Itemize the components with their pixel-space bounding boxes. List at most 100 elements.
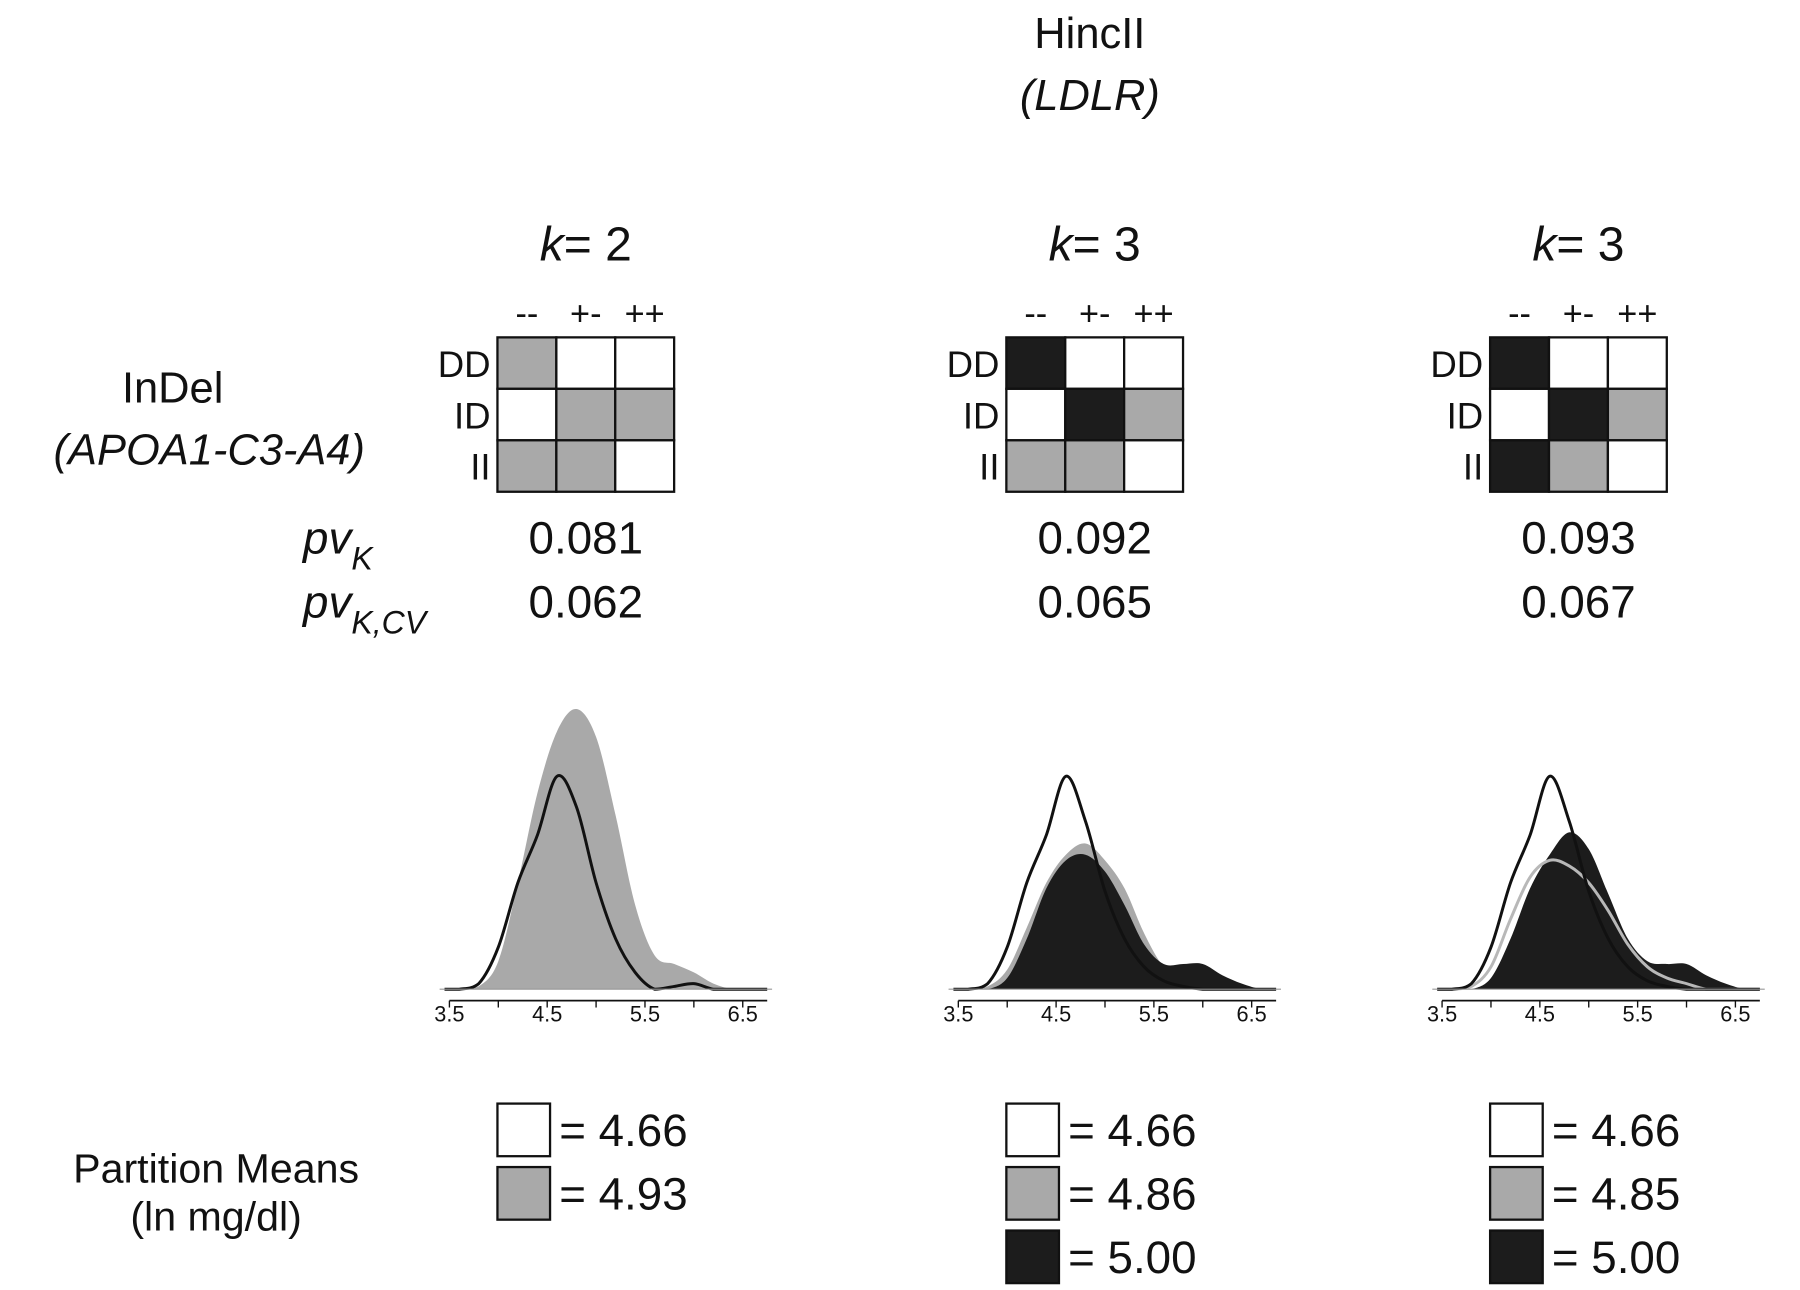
header-subtitle: (LDLR) <box>1020 72 1160 120</box>
grid-cell-II-2 <box>1606 439 1668 493</box>
grid-cell-DD-0 <box>1488 336 1551 390</box>
grid-cell-DD-0 <box>1005 336 1067 390</box>
x-tick-label: 3.5 <box>434 1001 464 1026</box>
legend-swatch-white <box>1005 1102 1061 1158</box>
legend-label: = 4.66 <box>1552 1105 1680 1156</box>
row-factor-title: InDel <box>122 365 223 413</box>
x-tick-label: 4.5 <box>532 1001 562 1026</box>
panel-2: k= 3-- +- ++ DD ID II 0.092 0.065 3.5 4.5 5.5 6.5 = … <box>943 219 1281 1285</box>
panel-3: k= 3-- +- ++ DD ID II 0.093 0.067 3.5 4.5 5.5 6.5 = … <box>1427 219 1765 1285</box>
grid-cell-II-2 <box>614 439 676 493</box>
row-label: II <box>470 447 490 488</box>
density-plot: 3.5 4.5 5.5 6.5 <box>943 774 1281 1026</box>
grid-cell-II-0 <box>496 439 558 493</box>
column-label: +- <box>1079 295 1110 333</box>
pv-kcv-label: pvK,CV <box>301 577 429 641</box>
row-label: DD <box>1430 344 1483 385</box>
legend-label: = 5.00 <box>1068 1232 1196 1283</box>
grid-cell-DD-1 <box>555 336 617 390</box>
grid-cell-ID-2 <box>1123 387 1185 442</box>
grid-cell-II-1 <box>555 439 617 493</box>
legend-label: = 4.93 <box>559 1168 687 1219</box>
grid-cell-DD-1 <box>1064 336 1126 390</box>
x-tick-label: 6.5 <box>728 1001 758 1026</box>
k-label: k= 3 <box>1532 219 1624 272</box>
legend-label: = 4.66 <box>559 1105 687 1156</box>
grid-cell-II-2 <box>1123 439 1185 493</box>
legend-title-line2: (ln mg/dl) <box>130 1194 302 1240</box>
legend-swatch-black <box>1488 1229 1544 1285</box>
row-label: ID <box>963 395 1000 436</box>
x-tick-label: 6.5 <box>1237 1001 1267 1026</box>
legend-item: = 4.85 <box>1488 1165 1680 1221</box>
x-tick-label: 3.5 <box>943 1001 973 1026</box>
grid-cell-II-1 <box>1547 439 1610 493</box>
svg-text:pvK: pvK <box>301 513 374 577</box>
density-plot: 3.5 4.5 5.5 6.5 <box>1427 774 1765 1026</box>
x-tick-label: 4.5 <box>1041 1001 1071 1026</box>
row-label: II <box>1463 447 1483 488</box>
column-label: ++ <box>1617 295 1657 333</box>
grid-cell-DD-2 <box>1123 336 1185 390</box>
column-label: -- <box>1024 295 1047 333</box>
column-label: +- <box>1563 295 1594 333</box>
grid-cell-ID-1 <box>1547 387 1610 442</box>
row-factor-subtitle: (APOA1-C3-A4) <box>54 426 365 474</box>
k-label: k= 3 <box>1049 219 1141 272</box>
legend-label: = 4.86 <box>1068 1168 1196 1219</box>
x-tick-label: 5.5 <box>630 1001 660 1026</box>
legend-item: = 4.93 <box>496 1165 688 1221</box>
grid-cell-II-0 <box>1005 439 1067 493</box>
legend-swatch-gray <box>1488 1165 1544 1221</box>
k-label: k= 2 <box>540 219 632 272</box>
column-label: -- <box>515 295 538 333</box>
pv-kcv-value: 0.062 <box>529 577 643 628</box>
legend-swatch-white <box>496 1102 552 1158</box>
row-label: DD <box>947 344 1000 385</box>
column-label: -- <box>1508 295 1531 333</box>
grid-cell-ID-0 <box>496 387 558 442</box>
pv-k-label: pvK <box>301 513 374 577</box>
column-label: +- <box>570 295 601 333</box>
panel-1: k= 2-- +- ++ DD ID II 0.081 0.062 3.5 4.5 5.5 6.5 = … <box>434 219 773 1221</box>
svg-text:pvK,CV: pvK,CV <box>301 577 429 641</box>
row-label: DD <box>438 344 491 385</box>
grid-cell-ID-2 <box>1606 387 1668 442</box>
grid-cell-DD-2 <box>614 336 676 390</box>
legend-swatch-white <box>1488 1102 1544 1158</box>
pv-kcv-value: 0.067 <box>1521 577 1635 628</box>
grid-cell-DD-2 <box>1606 336 1668 390</box>
grid-cell-DD-0 <box>496 336 558 390</box>
row-label: ID <box>1447 395 1484 436</box>
x-tick-label: 6.5 <box>1720 1001 1750 1026</box>
row-label: ID <box>454 395 491 436</box>
legend-label: = 4.66 <box>1068 1105 1196 1156</box>
x-tick-label: 5.5 <box>1623 1001 1653 1026</box>
pv-k-value: 0.092 <box>1037 513 1151 564</box>
legend-item: = 4.66 <box>1488 1102 1680 1158</box>
header-title: HincII <box>1034 10 1145 58</box>
column-label: ++ <box>1134 295 1174 333</box>
legend-item: = 5.00 <box>1488 1229 1680 1285</box>
row-label: II <box>979 447 999 488</box>
legend-title-line1: Partition Means <box>73 1146 359 1192</box>
density-area-black <box>1437 832 1760 990</box>
pv-k-value: 0.081 <box>529 513 643 564</box>
legend-swatch-gray <box>1005 1165 1061 1221</box>
x-tick-label: 3.5 <box>1427 1001 1457 1026</box>
grid-cell-II-1 <box>1064 439 1126 493</box>
legend-label: = 5.00 <box>1552 1232 1680 1283</box>
x-tick-label: 4.5 <box>1525 1001 1555 1026</box>
pv-k-value: 0.093 <box>1521 513 1635 564</box>
grid-cell-ID-2 <box>614 387 676 442</box>
grid-cell-ID-1 <box>555 387 617 442</box>
density-area-black <box>953 854 1277 990</box>
grid-cell-DD-1 <box>1547 336 1610 390</box>
grid-cell-ID-0 <box>1005 387 1067 442</box>
pv-kcv-value: 0.065 <box>1037 577 1151 628</box>
grid-cell-II-0 <box>1488 439 1551 493</box>
density-plot: 3.5 4.5 5.5 6.5 <box>434 708 773 1026</box>
x-tick-label: 5.5 <box>1139 1001 1169 1026</box>
legend-item: = 5.00 <box>1005 1229 1197 1285</box>
